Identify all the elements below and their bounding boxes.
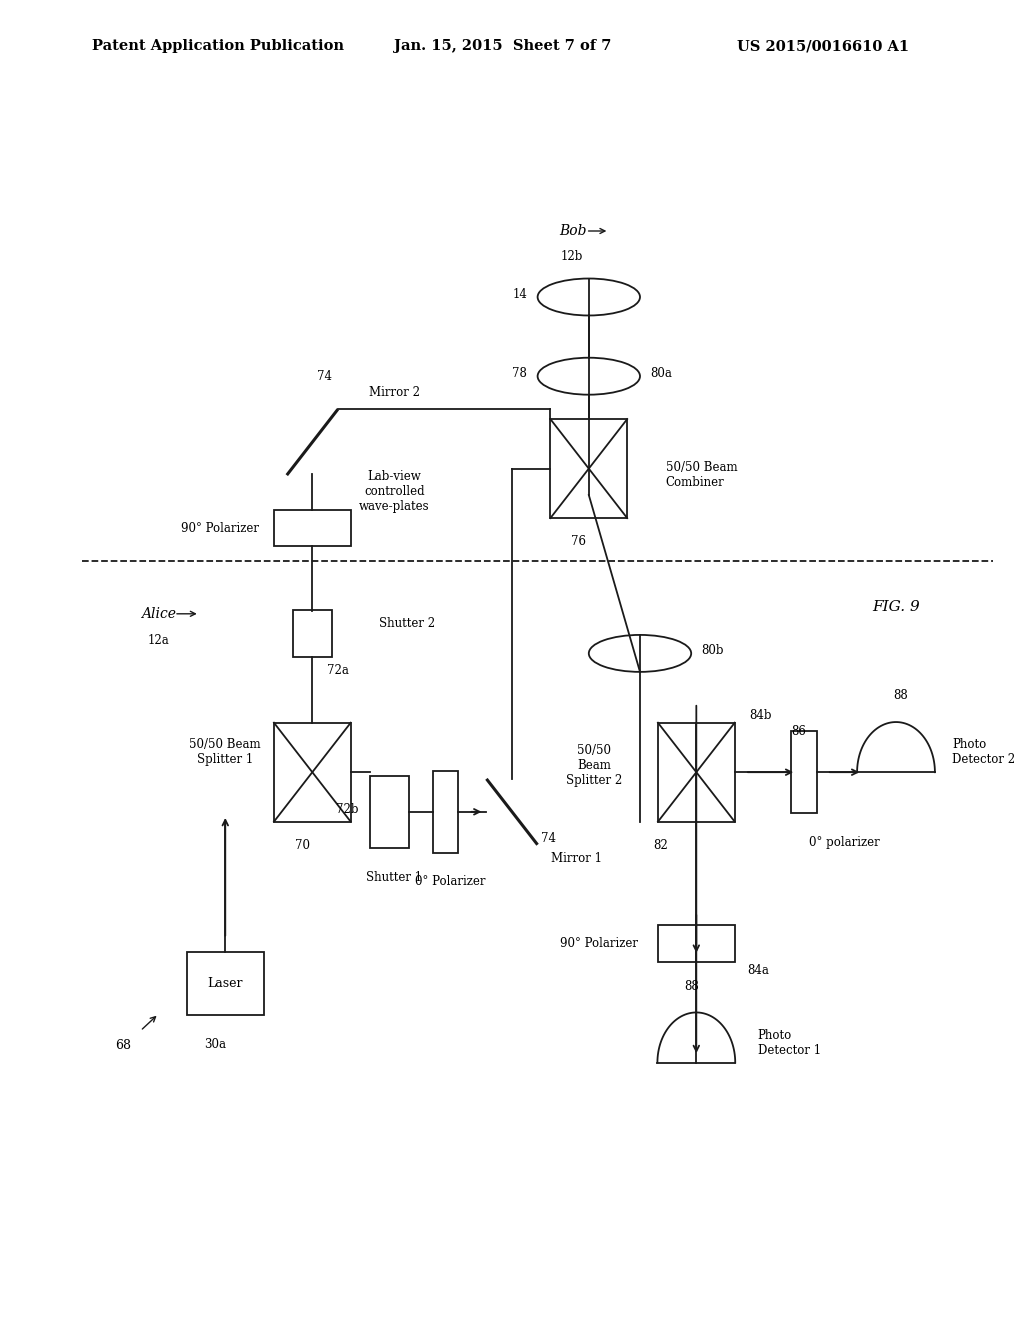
Text: Shutter 2: Shutter 2: [379, 616, 435, 630]
Text: 78: 78: [512, 367, 527, 380]
Text: Photo
Detector 2: Photo Detector 2: [952, 738, 1016, 767]
Text: 0° Polarizer: 0° Polarizer: [416, 875, 485, 888]
Text: 82: 82: [653, 840, 668, 851]
Bar: [186, 952, 264, 1015]
Text: 80b: 80b: [701, 644, 724, 657]
Bar: [658, 722, 735, 821]
Text: 12b: 12b: [560, 249, 583, 263]
Text: 74: 74: [317, 370, 333, 383]
Bar: [274, 510, 350, 546]
Text: Lab-view
controlled
wave-plates: Lab-view controlled wave-plates: [359, 470, 429, 512]
Text: Alice: Alice: [141, 607, 176, 620]
Ellipse shape: [538, 358, 640, 395]
Text: Mirror 1: Mirror 1: [551, 851, 602, 865]
Ellipse shape: [538, 279, 640, 315]
Text: Patent Application Publication: Patent Application Publication: [92, 40, 344, 53]
Text: Photo
Detector 1: Photo Detector 1: [758, 1028, 821, 1057]
Text: 30a: 30a: [204, 1038, 226, 1051]
Text: 90° Polarizer: 90° Polarizer: [181, 521, 259, 535]
Text: 74: 74: [541, 832, 556, 845]
Bar: [274, 722, 350, 821]
Text: 70: 70: [295, 840, 309, 851]
Text: Laser: Laser: [208, 977, 243, 990]
Text: Bob: Bob: [560, 224, 587, 238]
Text: 72b: 72b: [336, 803, 358, 816]
Text: 72a: 72a: [327, 664, 349, 677]
Text: 14: 14: [512, 288, 527, 301]
Text: 80a: 80a: [650, 367, 672, 380]
Text: 0° polarizer: 0° polarizer: [809, 836, 881, 849]
Bar: [792, 731, 817, 813]
Text: Shutter 1: Shutter 1: [367, 871, 422, 883]
Text: 50/50
Beam
Splitter 2: 50/50 Beam Splitter 2: [566, 744, 622, 787]
Text: 90° Polarizer: 90° Polarizer: [560, 937, 638, 950]
Bar: [293, 610, 332, 656]
Text: 84a: 84a: [748, 964, 769, 977]
Text: Mirror 2: Mirror 2: [369, 385, 420, 399]
Bar: [370, 776, 409, 849]
Text: 88: 88: [684, 979, 698, 993]
Text: 88: 88: [894, 689, 908, 702]
Bar: [551, 418, 627, 517]
Text: US 2015/0016610 A1: US 2015/0016610 A1: [737, 40, 909, 53]
Text: 86: 86: [792, 725, 806, 738]
Text: FIG. 9: FIG. 9: [872, 601, 920, 614]
Text: 76: 76: [571, 536, 586, 548]
Ellipse shape: [589, 635, 691, 672]
Text: 50/50 Beam
Splitter 1: 50/50 Beam Splitter 1: [189, 738, 261, 767]
Text: 50/50 Beam
Combiner: 50/50 Beam Combiner: [666, 461, 737, 490]
Text: Jan. 15, 2015  Sheet 7 of 7: Jan. 15, 2015 Sheet 7 of 7: [394, 40, 611, 53]
Text: 84b: 84b: [750, 709, 772, 722]
Text: 68: 68: [115, 1039, 131, 1052]
Bar: [432, 771, 459, 853]
Bar: [658, 925, 735, 962]
Text: 12a: 12a: [147, 634, 170, 647]
